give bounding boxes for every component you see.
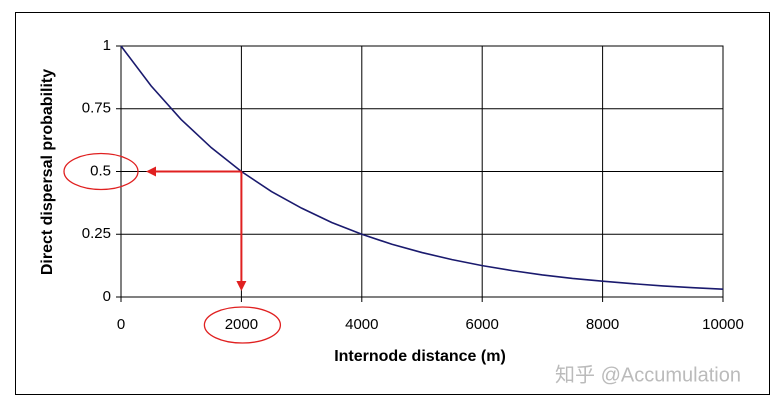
y-tick-label: 1	[103, 37, 111, 54]
y-tick-label: 0.25	[82, 225, 111, 242]
x-tick-label: 6000	[466, 316, 499, 333]
highlight-ellipse	[63, 152, 139, 191]
watermark: 知乎 @Accumulation	[555, 363, 741, 386]
highlight-ellipse	[203, 306, 282, 344]
y-axis-title: Direct dispersal probability	[39, 69, 56, 275]
x-axis-title: Internode distance (m)	[334, 348, 506, 365]
y-tick-label: 0.5	[90, 162, 111, 179]
curve	[120, 45, 724, 291]
x-tick-label: 8000	[586, 316, 619, 333]
x-tick-label: 0	[117, 316, 125, 333]
x-tick-label: 4000	[345, 316, 378, 333]
frame	[15, 12, 770, 395]
x-tick-label: 2000	[225, 316, 258, 333]
y-tick-label: 0.75	[82, 100, 111, 117]
plot-border	[120, 45, 724, 298]
y-tick-label: 0	[103, 288, 111, 305]
x-tick-label: 10000	[702, 316, 744, 333]
